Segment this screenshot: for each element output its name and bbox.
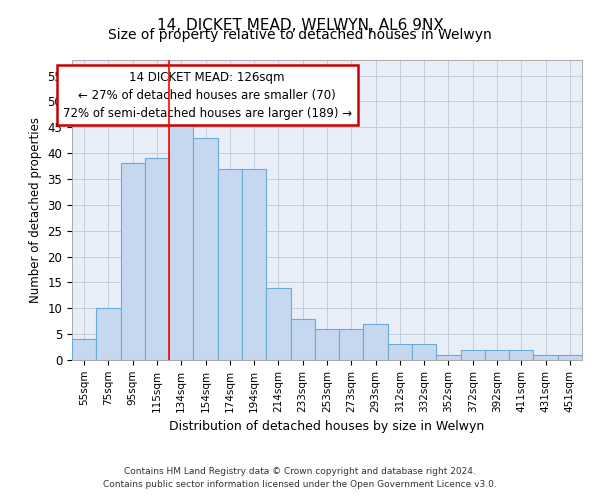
Y-axis label: Number of detached properties: Number of detached properties: [29, 117, 42, 303]
Bar: [145, 158, 169, 360]
Bar: [96, 308, 121, 360]
Bar: [290, 318, 315, 360]
Bar: [266, 288, 290, 360]
Bar: [461, 350, 485, 360]
Bar: [72, 340, 96, 360]
Bar: [533, 355, 558, 360]
Bar: [485, 350, 509, 360]
Bar: [193, 138, 218, 360]
Bar: [509, 350, 533, 360]
Bar: [218, 168, 242, 360]
Bar: [339, 329, 364, 360]
Bar: [364, 324, 388, 360]
Bar: [412, 344, 436, 360]
Bar: [558, 355, 582, 360]
Bar: [388, 344, 412, 360]
Text: 14, DICKET MEAD, WELWYN, AL6 9NX: 14, DICKET MEAD, WELWYN, AL6 9NX: [157, 18, 443, 32]
Bar: [121, 164, 145, 360]
Bar: [436, 355, 461, 360]
Bar: [242, 168, 266, 360]
X-axis label: Distribution of detached houses by size in Welwyn: Distribution of detached houses by size …: [169, 420, 485, 433]
Text: 14 DICKET MEAD: 126sqm
← 27% of detached houses are smaller (70)
72% of semi-det: 14 DICKET MEAD: 126sqm ← 27% of detached…: [62, 70, 352, 120]
Bar: [315, 329, 339, 360]
Text: Size of property relative to detached houses in Welwyn: Size of property relative to detached ho…: [108, 28, 492, 42]
Bar: [169, 122, 193, 360]
Text: Contains HM Land Registry data © Crown copyright and database right 2024.
Contai: Contains HM Land Registry data © Crown c…: [103, 467, 497, 489]
